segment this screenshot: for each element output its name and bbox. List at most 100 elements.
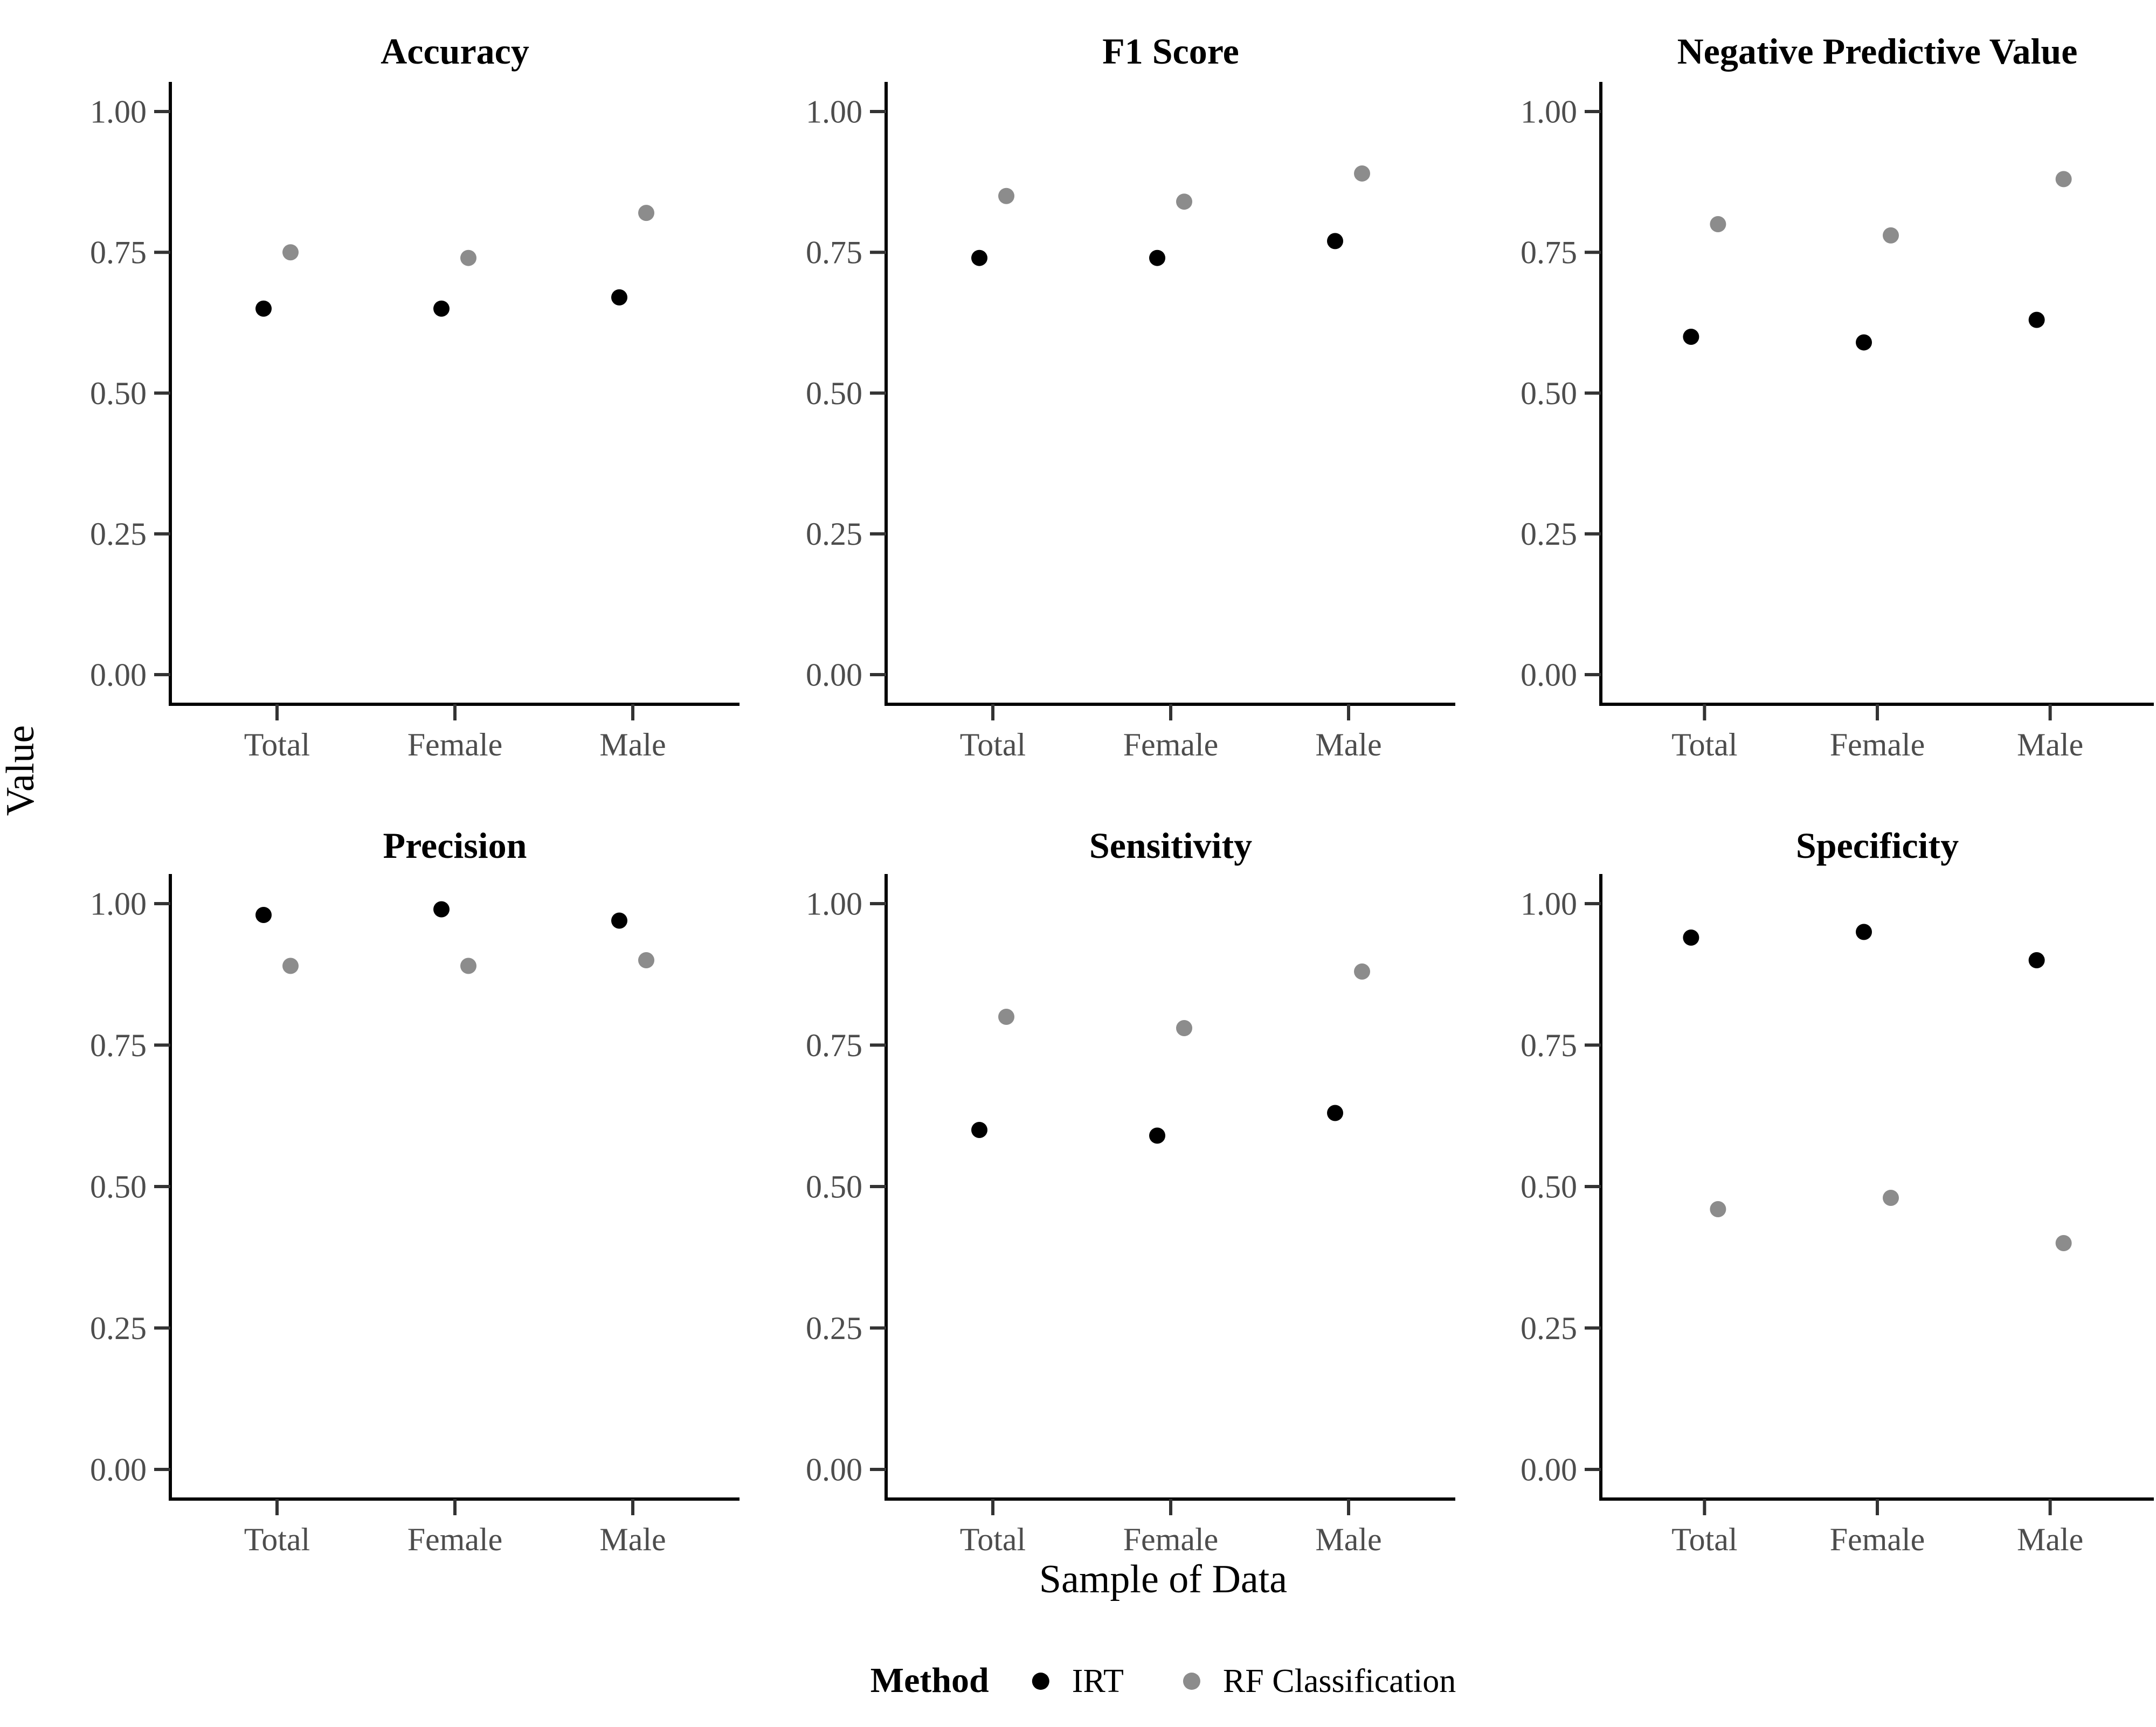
point-irt-female	[433, 300, 450, 317]
x-tick-label-total: Total	[1671, 1522, 1737, 1557]
legend-key-irt	[1032, 1673, 1049, 1690]
point-rf-classification-male	[2055, 1235, 2072, 1251]
point-irt-female	[1856, 924, 1872, 940]
y-tick-label: 0.25	[1521, 516, 1577, 552]
point-irt-male	[2028, 311, 2045, 328]
facet-precision: Precision 1.00 0.75 0.50 0.25 0.00 Total Female…	[90, 825, 740, 1557]
point-rf-classification-female	[1883, 227, 1899, 244]
point-irt-total	[971, 1122, 987, 1138]
point-rf-classification-female	[460, 958, 476, 974]
point-irt-total	[971, 249, 987, 266]
point-irt-total	[255, 300, 272, 317]
x-tick-label-total: Total	[244, 727, 310, 762]
facet-title: Specificity	[1796, 825, 1959, 866]
y-tick-label: 0.50	[806, 376, 862, 411]
facet-title: Sensitivity	[1089, 825, 1252, 866]
point-rf-classification-male	[1354, 165, 1370, 182]
y-tick-label: 1.00	[806, 94, 862, 129]
y-tick-label: 0.50	[1521, 376, 1577, 411]
point-irt-female	[433, 901, 450, 918]
y-tick-label: 0.75	[90, 235, 147, 271]
point-rf-classification-male	[638, 205, 654, 221]
y-tick-label: 0.25	[90, 516, 147, 552]
x-tick-label-female: Female	[407, 1522, 503, 1557]
y-tick-label: 0.25	[806, 1310, 862, 1346]
facet-f1-score: F1 Score 1.00 0.75 0.50 0.25 0.00 Total Female M…	[806, 31, 1455, 762]
point-rf-classification-female	[1883, 1190, 1899, 1206]
point-irt-female	[1856, 334, 1872, 351]
point-rf-classification-male	[2055, 171, 2072, 188]
point-rf-classification-male	[1354, 963, 1370, 980]
y-tick-label: 0.75	[1521, 1028, 1577, 1063]
facet-negative-predictive-value: Negative Predictive Value 1.00 0.75 0.50 0.2…	[1521, 31, 2154, 762]
point-rf-classification-female	[1176, 1020, 1192, 1036]
x-tick-label-male: Male	[2017, 727, 2083, 762]
y-tick-label: 1.00	[90, 886, 147, 921]
y-tick-label: 0.00	[806, 1452, 862, 1487]
x-tick-label-total: Total	[1671, 727, 1737, 762]
y-tick-label: 1.00	[90, 94, 147, 129]
point-irt-total	[1683, 930, 1699, 946]
y-tick-label: 0.25	[1521, 1310, 1577, 1346]
y-axis-title: Value	[0, 725, 43, 816]
point-irt-total	[1683, 329, 1699, 345]
legend-label-irt: IRT	[1072, 1663, 1124, 1700]
y-tick-label: 0.00	[806, 657, 862, 692]
y-tick-label: 0.00	[90, 1452, 147, 1487]
facet-title: Accuracy	[381, 31, 529, 72]
y-tick-label: 0.50	[90, 376, 147, 411]
x-tick-label-male: Male	[2017, 1522, 2083, 1557]
y-tick-label: 0.50	[1521, 1169, 1577, 1204]
y-tick-label: 0.75	[806, 235, 862, 271]
x-tick-label-female: Female	[407, 727, 503, 762]
y-tick-label: 0.00	[1521, 1452, 1577, 1487]
point-irt-male	[611, 289, 627, 306]
point-irt-female	[1149, 249, 1165, 266]
point-rf-classification-total	[998, 188, 1014, 204]
point-rf-classification-total	[1710, 1201, 1726, 1217]
point-rf-classification-total	[998, 1009, 1014, 1025]
x-tick-label-male: Male	[599, 1522, 666, 1557]
legend-label-rf-classification: RF Classification	[1223, 1663, 1456, 1700]
facet-title: F1 Score	[1102, 31, 1239, 72]
point-irt-total	[255, 907, 272, 923]
point-rf-classification-total	[1710, 216, 1726, 232]
legend: Method IRT RF Classification	[870, 1661, 1456, 1700]
point-irt-male	[611, 912, 627, 929]
x-tick-label-male: Male	[1315, 727, 1381, 762]
legend-key-rf-classification	[1183, 1673, 1200, 1690]
y-tick-label: 0.25	[90, 1310, 147, 1346]
point-rf-classification-total	[282, 244, 299, 261]
facet-title: Negative Predictive Value	[1677, 31, 2078, 72]
x-tick-label-female: Female	[1830, 727, 1925, 762]
point-rf-classification-male	[638, 952, 654, 968]
x-tick-label-female: Female	[1123, 1522, 1219, 1557]
y-tick-label: 0.75	[806, 1028, 862, 1063]
y-tick-label: 0.50	[806, 1169, 862, 1204]
y-tick-label: 0.00	[90, 657, 147, 692]
x-tick-label-female: Female	[1123, 727, 1219, 762]
point-rf-classification-female	[460, 249, 476, 266]
x-tick-label-male: Male	[599, 727, 666, 762]
y-tick-label: 0.75	[90, 1028, 147, 1063]
x-tick-label-total: Total	[960, 727, 1026, 762]
y-tick-label: 0.75	[1521, 235, 1577, 271]
facet-specificity: Specificity 1.00 0.75 0.50 0.25 0.00 Total Fema…	[1521, 825, 2154, 1557]
facet-accuracy: Accuracy 1.00 0.75 0.50 0.25 0.00 Total Female M…	[90, 31, 740, 762]
point-rf-classification-total	[282, 958, 299, 974]
facet-title: Precision	[383, 825, 527, 866]
y-tick-label: 0.25	[806, 516, 862, 552]
y-tick-label: 1.00	[1521, 94, 1577, 129]
x-tick-label-male: Male	[1315, 1522, 1381, 1557]
y-tick-label: 0.00	[1521, 657, 1577, 692]
point-irt-male	[1327, 233, 1343, 249]
point-irt-male	[2028, 952, 2045, 968]
x-axis-title: Sample of Data	[1039, 1557, 1287, 1601]
facet-sensitivity: Sensitivity 1.00 0.75 0.50 0.25 0.00 Total Fema…	[806, 825, 1455, 1557]
y-tick-label: 0.50	[90, 1169, 147, 1204]
point-irt-male	[1327, 1105, 1343, 1121]
point-irt-female	[1149, 1127, 1165, 1144]
